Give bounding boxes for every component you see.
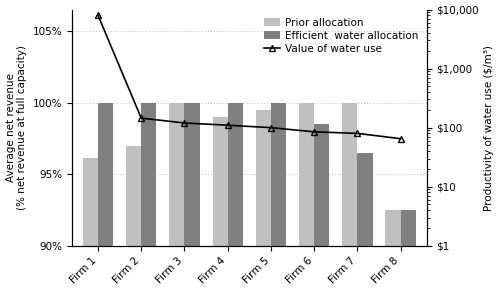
Bar (170, 103, 184, 246)
Bar (400, 210, 415, 246)
Bar (386, 210, 400, 246)
Bar (271, 103, 286, 246)
Value of water use (311, 130, 317, 134)
Bar (228, 103, 243, 246)
Value of water use (182, 121, 188, 125)
Bar (83, 158, 98, 246)
Bar (256, 110, 271, 246)
Y-axis label: Productivity of water use ($/m³): Productivity of water use ($/m³) (484, 45, 494, 211)
Y-axis label: Average net revenue
(% net revenue at full capacity): Average net revenue (% net revenue at fu… (6, 45, 27, 210)
Line: Value of water use: Value of water use (94, 12, 404, 142)
Bar (342, 103, 357, 246)
Bar (141, 103, 156, 246)
Legend: Prior allocation, Efficient  water allocation, Value of water use: Prior allocation, Efficient water alloca… (261, 15, 422, 57)
Value of water use (268, 126, 274, 129)
Bar (126, 146, 141, 246)
Value of water use (138, 116, 144, 120)
Value of water use (224, 123, 230, 127)
Bar (184, 103, 200, 246)
Value of water use (95, 14, 101, 17)
Bar (212, 117, 228, 246)
Bar (98, 103, 113, 246)
Value of water use (398, 137, 404, 141)
Bar (358, 153, 372, 246)
Bar (314, 124, 330, 246)
Bar (299, 103, 314, 246)
Value of water use (354, 132, 360, 135)
